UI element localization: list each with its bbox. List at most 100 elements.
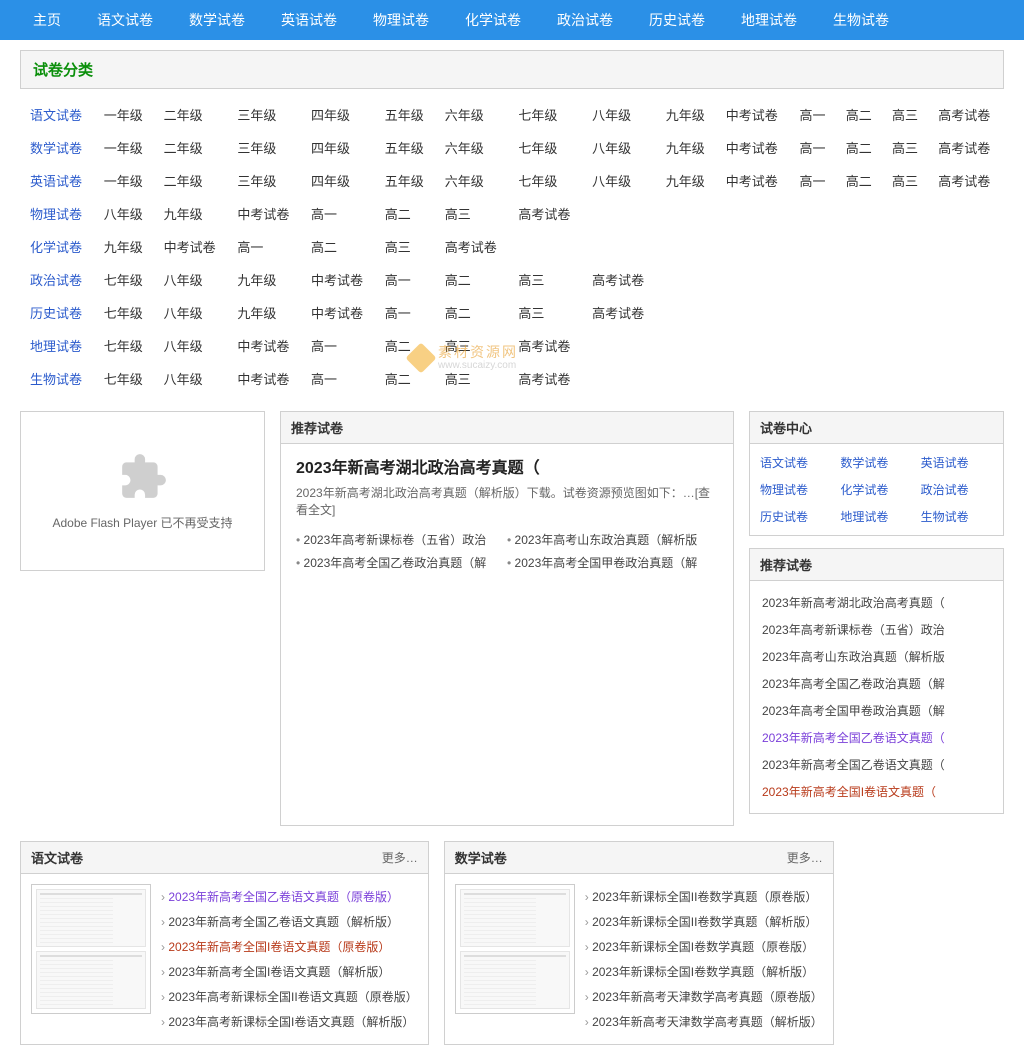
grade-link[interactable]: 一年级 [104,141,143,156]
subject-item[interactable]: 2023年高考新课标全国I卷语文真题（解析版） [161,1009,418,1034]
featured-title[interactable]: 2023年新高考湖北政治高考真题（ [296,454,718,478]
grade-link[interactable]: 四年级 [311,141,350,156]
grade-link[interactable]: 中考试卷 [237,207,289,222]
subject-link[interactable]: 历史试卷 [30,306,82,321]
subject-link[interactable]: 地理试卷 [30,339,82,354]
grade-link[interactable]: 高一 [237,240,263,255]
grade-link[interactable]: 九年级 [666,174,705,189]
subject-link[interactable]: 物理试卷 [30,207,82,222]
grade-link[interactable]: 中考试卷 [237,372,289,387]
grade-link[interactable]: 高二 [846,108,872,123]
grade-link[interactable]: 高二 [311,240,337,255]
grade-link[interactable]: 一年级 [104,174,143,189]
recommend-item[interactable]: 2023年高考全国乙卷政治真题（解 [762,670,991,697]
grade-link[interactable]: 高二 [385,339,411,354]
grade-link[interactable]: 高考试卷 [592,273,644,288]
featured-link[interactable]: 2023年高考新课标卷（五省）政治 [296,528,507,551]
nav-item[interactable]: 物理试卷 [355,0,447,40]
nav-item[interactable]: 主页 [15,0,79,40]
grade-link[interactable]: 高三 [518,306,544,321]
featured-link[interactable]: 2023年高考全国甲卷政治真题（解 [507,551,718,574]
grade-link[interactable]: 八年级 [592,141,631,156]
grade-link[interactable]: 高一 [385,306,411,321]
grade-link[interactable]: 七年级 [518,141,557,156]
grade-link[interactable]: 高三 [445,207,471,222]
center-link[interactable]: 化学试卷 [840,481,912,498]
grade-link[interactable]: 高考试卷 [518,207,570,222]
grade-link[interactable]: 八年级 [164,372,203,387]
grade-link[interactable]: 二年级 [164,108,203,123]
grade-link[interactable]: 七年级 [104,372,143,387]
featured-link[interactable]: 2023年高考全国乙卷政治真题（解 [296,551,507,574]
grade-link[interactable]: 七年级 [104,306,143,321]
subject-item[interactable]: 2023年新课标全国II卷数学真题（原卷版） [585,884,823,909]
grade-link[interactable]: 高三 [892,174,918,189]
nav-item[interactable]: 生物试卷 [815,0,907,40]
grade-link[interactable]: 一年级 [104,108,143,123]
grade-link[interactable]: 高一 [385,273,411,288]
grade-link[interactable]: 五年级 [385,174,424,189]
grade-link[interactable]: 高考试卷 [518,372,570,387]
grade-link[interactable]: 三年级 [237,141,276,156]
grade-link[interactable]: 高二 [846,174,872,189]
grade-link[interactable]: 八年级 [104,207,143,222]
grade-link[interactable]: 高二 [445,306,471,321]
grade-link[interactable]: 七年级 [518,108,557,123]
grade-link[interactable]: 七年级 [104,273,143,288]
recommend-item[interactable]: 2023年新高考全国乙卷语文真题（ [762,724,991,751]
grade-link[interactable]: 中考试卷 [726,108,778,123]
grade-link[interactable]: 高考试卷 [592,306,644,321]
grade-link[interactable]: 高一 [799,108,825,123]
subject-item[interactable]: 2023年新课标全国I卷数学真题（解析版） [585,959,823,984]
grade-link[interactable]: 中考试卷 [311,306,363,321]
subject-item[interactable]: 2023年新高考天津数学高考真题（解析版） [585,1009,823,1034]
grade-link[interactable]: 五年级 [385,108,424,123]
center-link[interactable]: 物理试卷 [760,481,832,498]
grade-link[interactable]: 高一 [799,174,825,189]
subject-link[interactable]: 数学试卷 [30,141,82,156]
grade-link[interactable]: 九年级 [237,273,276,288]
center-link[interactable]: 地理试卷 [840,508,912,525]
nav-item[interactable]: 英语试卷 [263,0,355,40]
grade-link[interactable]: 高二 [385,207,411,222]
grade-link[interactable]: 高三 [445,372,471,387]
featured-link[interactable]: 2023年高考山东政治真题（解析版 [507,528,718,551]
subject-item[interactable]: 2023年新课标全国I卷数学真题（原卷版） [585,934,823,959]
grade-link[interactable]: 八年级 [164,339,203,354]
grade-link[interactable]: 高考试卷 [938,174,990,189]
grade-link[interactable]: 高三 [385,240,411,255]
subject-item[interactable]: 2023年新高考全国I卷语文真题（原卷版） [161,934,418,959]
shuxue-thumb[interactable] [455,884,575,1014]
nav-item[interactable]: 地理试卷 [723,0,815,40]
center-link[interactable]: 政治试卷 [921,481,993,498]
grade-link[interactable]: 八年级 [592,108,631,123]
grade-link[interactable]: 五年级 [385,141,424,156]
grade-link[interactable]: 六年级 [445,108,484,123]
grade-link[interactable]: 高二 [846,141,872,156]
grade-link[interactable]: 高考试卷 [938,141,990,156]
grade-link[interactable]: 九年级 [237,306,276,321]
grade-link[interactable]: 高一 [311,339,337,354]
grade-link[interactable]: 高一 [799,141,825,156]
recommend-item[interactable]: 2023年新高考全国乙卷语文真题（ [762,751,991,778]
grade-link[interactable]: 六年级 [445,174,484,189]
grade-link[interactable]: 高考试卷 [518,339,570,354]
recommend-item[interactable]: 2023年高考新课标卷（五省）政治 [762,616,991,643]
grade-link[interactable]: 中考试卷 [311,273,363,288]
center-link[interactable]: 数学试卷 [840,454,912,471]
grade-link[interactable]: 高二 [445,273,471,288]
center-link[interactable]: 生物试卷 [921,508,993,525]
subject-item[interactable]: 2023年高考新课标全国II卷语文真题（原卷版） [161,984,418,1009]
grade-link[interactable]: 高三 [892,141,918,156]
grade-link[interactable]: 高一 [311,372,337,387]
nav-item[interactable]: 政治试卷 [539,0,631,40]
subject-link[interactable]: 政治试卷 [30,273,82,288]
nav-item[interactable]: 语文试卷 [79,0,171,40]
grade-link[interactable]: 中考试卷 [164,240,216,255]
grade-link[interactable]: 八年级 [164,306,203,321]
grade-link[interactable]: 高考试卷 [938,108,990,123]
grade-link[interactable]: 九年级 [164,207,203,222]
recommend-item[interactable]: 2023年新高考湖北政治高考真题（ [762,589,991,616]
grade-link[interactable]: 中考试卷 [237,339,289,354]
grade-link[interactable]: 高一 [311,207,337,222]
